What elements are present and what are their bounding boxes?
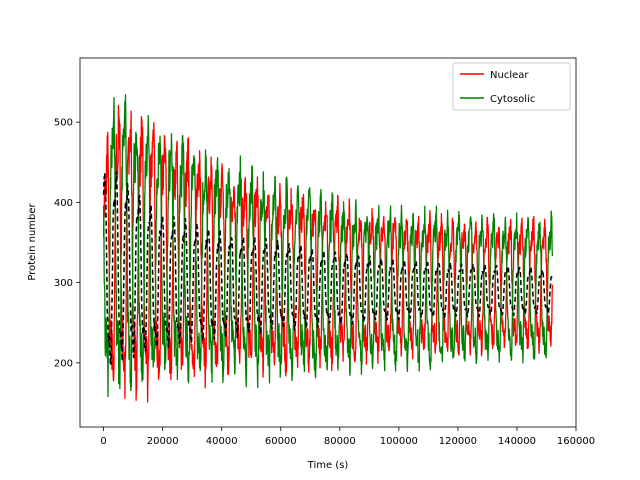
x-tick-label: 20000 — [147, 436, 179, 447]
plot-frame — [79, 57, 577, 428]
series-line — [102, 170, 554, 366]
legend: Nuclear Cytosolic — [452, 62, 571, 111]
x-tick-label: 100000 — [380, 436, 418, 447]
y-tick-label: 200 — [54, 358, 73, 369]
x-tick-label: 80000 — [324, 436, 356, 447]
series-layer — [102, 94, 554, 403]
legend-label-cytosolic: Cytosolic — [490, 94, 535, 105]
y-tick-label: 300 — [54, 278, 73, 289]
y-tick-label: 400 — [54, 198, 73, 209]
y-axis: 200 300 400 500 — [54, 118, 80, 369]
x-tick-label: 120000 — [439, 436, 477, 447]
x-tick-label: 140000 — [498, 436, 536, 447]
x-tick-label: 60000 — [265, 436, 297, 447]
x-tick-label: 160000 — [557, 436, 595, 447]
series-line — [102, 94, 554, 398]
x-axis: 0 20000 40000 60000 80000 100000 120000 140000 1… — [100, 427, 595, 447]
x-axis-label: Time (s) — [307, 460, 349, 471]
y-axis-label: Protein number — [27, 202, 38, 280]
x-tick-label: 0 — [100, 436, 106, 447]
x-tick-label: 40000 — [206, 436, 238, 447]
legend-label-nuclear: Nuclear — [490, 70, 529, 81]
y-tick-label: 500 — [54, 118, 73, 129]
